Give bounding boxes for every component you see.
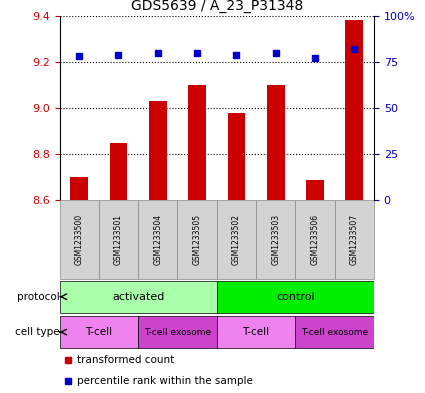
Text: control: control — [276, 292, 314, 302]
FancyBboxPatch shape — [138, 316, 217, 348]
Bar — [267, 85, 285, 200]
Text: T-cell: T-cell — [85, 327, 112, 337]
Text: GSM1233501: GSM1233501 — [114, 214, 123, 265]
Text: GSM1233503: GSM1233503 — [271, 214, 280, 265]
Text: transformed count: transformed count — [76, 354, 174, 365]
Text: T-cell exosome: T-cell exosome — [144, 328, 211, 336]
FancyBboxPatch shape — [256, 200, 295, 279]
Bar — [70, 177, 88, 200]
Text: GSM1233502: GSM1233502 — [232, 214, 241, 265]
Text: T-cell exosome: T-cell exosome — [301, 328, 368, 336]
Text: GSM1233506: GSM1233506 — [311, 214, 320, 265]
Bar — [110, 143, 128, 200]
Title: GDS5639 / A_23_P31348: GDS5639 / A_23_P31348 — [130, 0, 303, 13]
FancyBboxPatch shape — [335, 200, 374, 279]
FancyBboxPatch shape — [217, 316, 295, 348]
Text: GSM1233504: GSM1233504 — [153, 214, 162, 265]
Bar — [149, 101, 167, 200]
FancyBboxPatch shape — [60, 316, 138, 348]
Text: percentile rank within the sample: percentile rank within the sample — [76, 376, 252, 386]
FancyBboxPatch shape — [138, 200, 178, 279]
FancyBboxPatch shape — [99, 200, 138, 279]
Text: activated: activated — [112, 292, 164, 302]
Text: T-cell: T-cell — [243, 327, 269, 337]
FancyBboxPatch shape — [217, 281, 374, 313]
Text: protocol: protocol — [17, 292, 60, 302]
Text: cell type: cell type — [15, 327, 60, 337]
Text: GSM1233507: GSM1233507 — [350, 214, 359, 265]
Bar — [346, 20, 363, 200]
FancyBboxPatch shape — [217, 200, 256, 279]
Text: GSM1233505: GSM1233505 — [193, 214, 201, 265]
Text: GSM1233500: GSM1233500 — [75, 214, 84, 265]
Bar — [227, 113, 245, 200]
FancyBboxPatch shape — [60, 281, 217, 313]
Bar — [188, 85, 206, 200]
FancyBboxPatch shape — [60, 200, 99, 279]
FancyBboxPatch shape — [295, 316, 374, 348]
FancyBboxPatch shape — [295, 200, 335, 279]
Bar — [306, 180, 324, 200]
FancyBboxPatch shape — [178, 200, 217, 279]
